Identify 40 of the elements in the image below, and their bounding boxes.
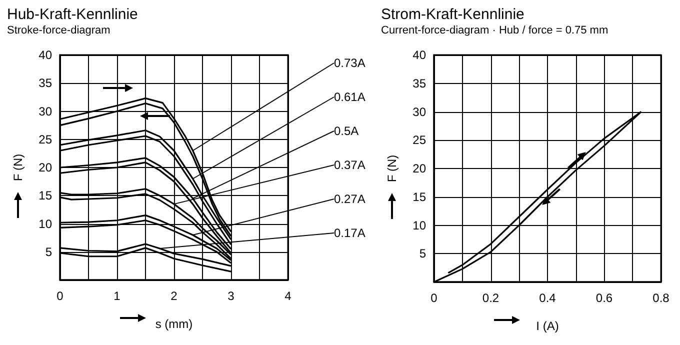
x-tick-label: 3 (228, 289, 235, 303)
text: 0.5A (334, 124, 359, 138)
x-tick-label: 0.4 (539, 291, 556, 305)
x-tick-label: 0 (430, 291, 438, 305)
y-axis-title: F (N) (385, 154, 399, 182)
text: 0.17A (334, 226, 366, 240)
y-tick-label: 15 (412, 190, 426, 204)
text: 0.37A (334, 158, 366, 172)
chart-subtitle: Stroke-force-diagram (7, 24, 110, 36)
y-tick-label: 5 (419, 246, 426, 261)
x-tick-label: 1 (114, 289, 121, 303)
y-tick-label: 35 (38, 76, 52, 90)
y-tick-label: 25 (412, 133, 426, 148)
y-tick-label: 30 (38, 104, 52, 118)
y-tick-label: 20 (412, 162, 426, 176)
x-tick-label: 0.8 (652, 291, 670, 305)
text: 0.61A (334, 90, 366, 104)
x-tick-label: 2 (170, 289, 178, 303)
y-tick-label: 15 (38, 188, 52, 203)
x-axis-title: s (mm) (155, 317, 193, 331)
chart-title: Strom-Kraft-Kennlinie (381, 6, 524, 23)
text: 0.73A (334, 56, 366, 70)
y-tick-label: 10 (38, 216, 52, 231)
text: 0.27A (334, 192, 366, 206)
y-tick-label: 20 (38, 160, 52, 174)
y-axis-title: F (N) (11, 154, 25, 182)
y-tick-label: 35 (412, 76, 426, 90)
chart-title: Hub-Kraft-Kennlinie (7, 6, 138, 23)
y-tick-label: 40 (412, 48, 426, 62)
y-tick-label: 40 (38, 48, 52, 62)
chart-subtitle: Current-force-diagram · Hub / force = 0.75 mm (381, 24, 608, 36)
x-tick-label: 4 (284, 289, 292, 303)
y-tick-label: 5 (45, 244, 52, 259)
x-tick-label: 0.6 (596, 291, 613, 305)
x-tick-label: 0 (56, 289, 64, 303)
y-tick-label: 10 (412, 218, 426, 232)
x-tick-label: 0.2 (482, 291, 500, 305)
y-tick-label: 30 (412, 104, 426, 119)
x-axis-title: I (A) (536, 319, 559, 333)
y-tick-label: 25 (38, 132, 52, 146)
